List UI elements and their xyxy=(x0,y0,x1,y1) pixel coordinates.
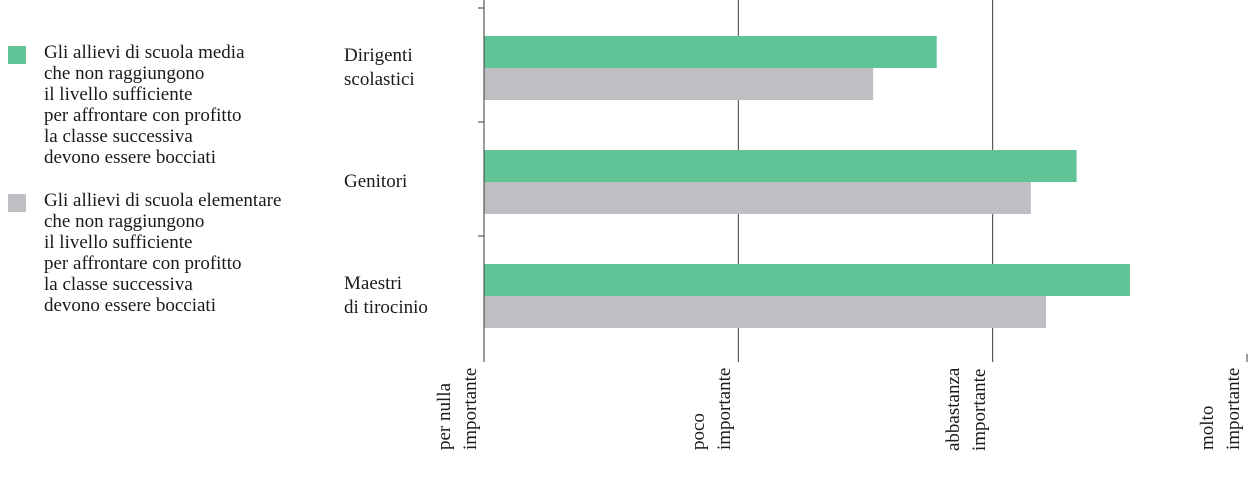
legend-label-media: Gli allievi di scuola media che non ragg… xyxy=(44,42,245,168)
bar-series1-cat2 xyxy=(484,150,1077,182)
legend-label-elementare: Gli allievi di scuola elementare che non… xyxy=(44,190,282,316)
bar-series2-cat1 xyxy=(484,68,874,100)
x-tick-label-per-nulla: per nulla importante xyxy=(434,367,481,450)
category-label-dirigenti: Dirigenti scolastici xyxy=(344,45,415,90)
bar-series2-cat2 xyxy=(484,182,1031,214)
legend: Gli allievi di scuola media che non ragg… xyxy=(8,42,338,338)
legend-item-elementare: Gli allievi di scuola elementare che non… xyxy=(8,190,338,316)
x-tick-label-molto: molto importante xyxy=(1197,367,1244,450)
x-tick-label-abbastanza: abbastanza importante xyxy=(942,367,990,451)
bar-series1-cat3 xyxy=(484,264,1131,296)
bar-series2-cat3 xyxy=(484,296,1047,328)
legend-item-media: Gli allievi di scuola media che non ragg… xyxy=(8,42,338,168)
x-tick-label-poco: poco importante xyxy=(688,367,736,450)
legend-swatch-elementare xyxy=(8,194,26,212)
legend-swatch-media xyxy=(8,46,26,64)
category-label-genitori: Genitori xyxy=(344,171,408,192)
category-label-maestri: Maestri di tirocinio xyxy=(344,273,428,318)
bar-series1-cat1 xyxy=(484,36,937,68)
